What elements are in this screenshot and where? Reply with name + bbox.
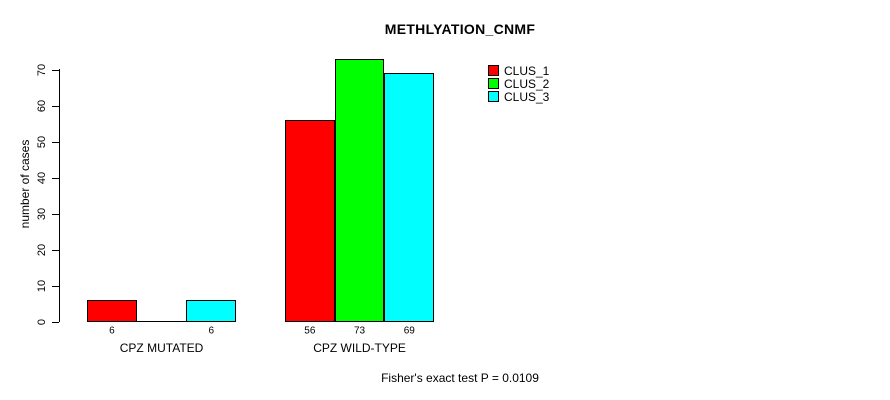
y-axis-tick — [52, 285, 59, 287]
bar — [87, 300, 137, 322]
y-axis-tick — [52, 249, 59, 251]
y-axis-tick-label: 70 — [36, 63, 48, 76]
category-label: CPZ WILD-TYPE — [313, 341, 406, 355]
y-axis-tick-label: 30 — [36, 207, 48, 220]
y-axis-tick — [52, 141, 59, 143]
category-label: CPZ MUTATED — [119, 341, 204, 355]
legend-item: CLUS_3 — [488, 89, 550, 104]
bar — [285, 120, 335, 322]
bar — [384, 73, 435, 322]
bar-value-label: 69 — [403, 325, 415, 337]
zero-bar-line — [136, 321, 187, 322]
y-axis-tick-label: 60 — [36, 99, 48, 112]
y-axis-tick-label: 0 — [36, 318, 48, 326]
y-axis-tick — [52, 322, 59, 323]
bar — [186, 300, 237, 322]
bar — [334, 58, 385, 322]
y-axis-tick — [52, 69, 59, 71]
y-axis-title: number of cases — [18, 139, 32, 229]
y-axis-tick-label: 20 — [36, 243, 48, 256]
y-axis-tick — [52, 177, 59, 179]
legend-item: CLUS_1 — [488, 63, 550, 78]
legend-label: CLUS_3 — [504, 89, 550, 104]
y-axis-tick — [52, 105, 59, 107]
legend-swatch-icon — [488, 78, 499, 89]
legend-item: CLUS_2 — [488, 76, 550, 91]
stat-test-annotation: Fisher's exact test P = 0.0109 — [381, 371, 539, 385]
y-axis-tick-label: 40 — [36, 171, 48, 184]
legend: CLUS_1 CLUS_2 CLUS_3 — [488, 63, 550, 104]
legend-label: CLUS_2 — [504, 76, 550, 91]
bar-value-label: 6 — [109, 325, 115, 337]
legend-swatch-icon — [488, 65, 499, 76]
bar-value-label: 6 — [208, 325, 215, 337]
y-axis-tick — [52, 213, 59, 215]
y-axis-line — [59, 69, 60, 322]
y-axis-tick-label: 50 — [36, 135, 48, 148]
chart-title: METHLYATION_CNMF — [384, 21, 536, 37]
legend-swatch-icon — [488, 91, 499, 102]
y-axis-tick-label: 10 — [36, 279, 48, 293]
bar-value-label: 73 — [353, 325, 366, 337]
legend-label: CLUS_1 — [504, 63, 550, 78]
bar-value-label: 56 — [304, 325, 316, 337]
